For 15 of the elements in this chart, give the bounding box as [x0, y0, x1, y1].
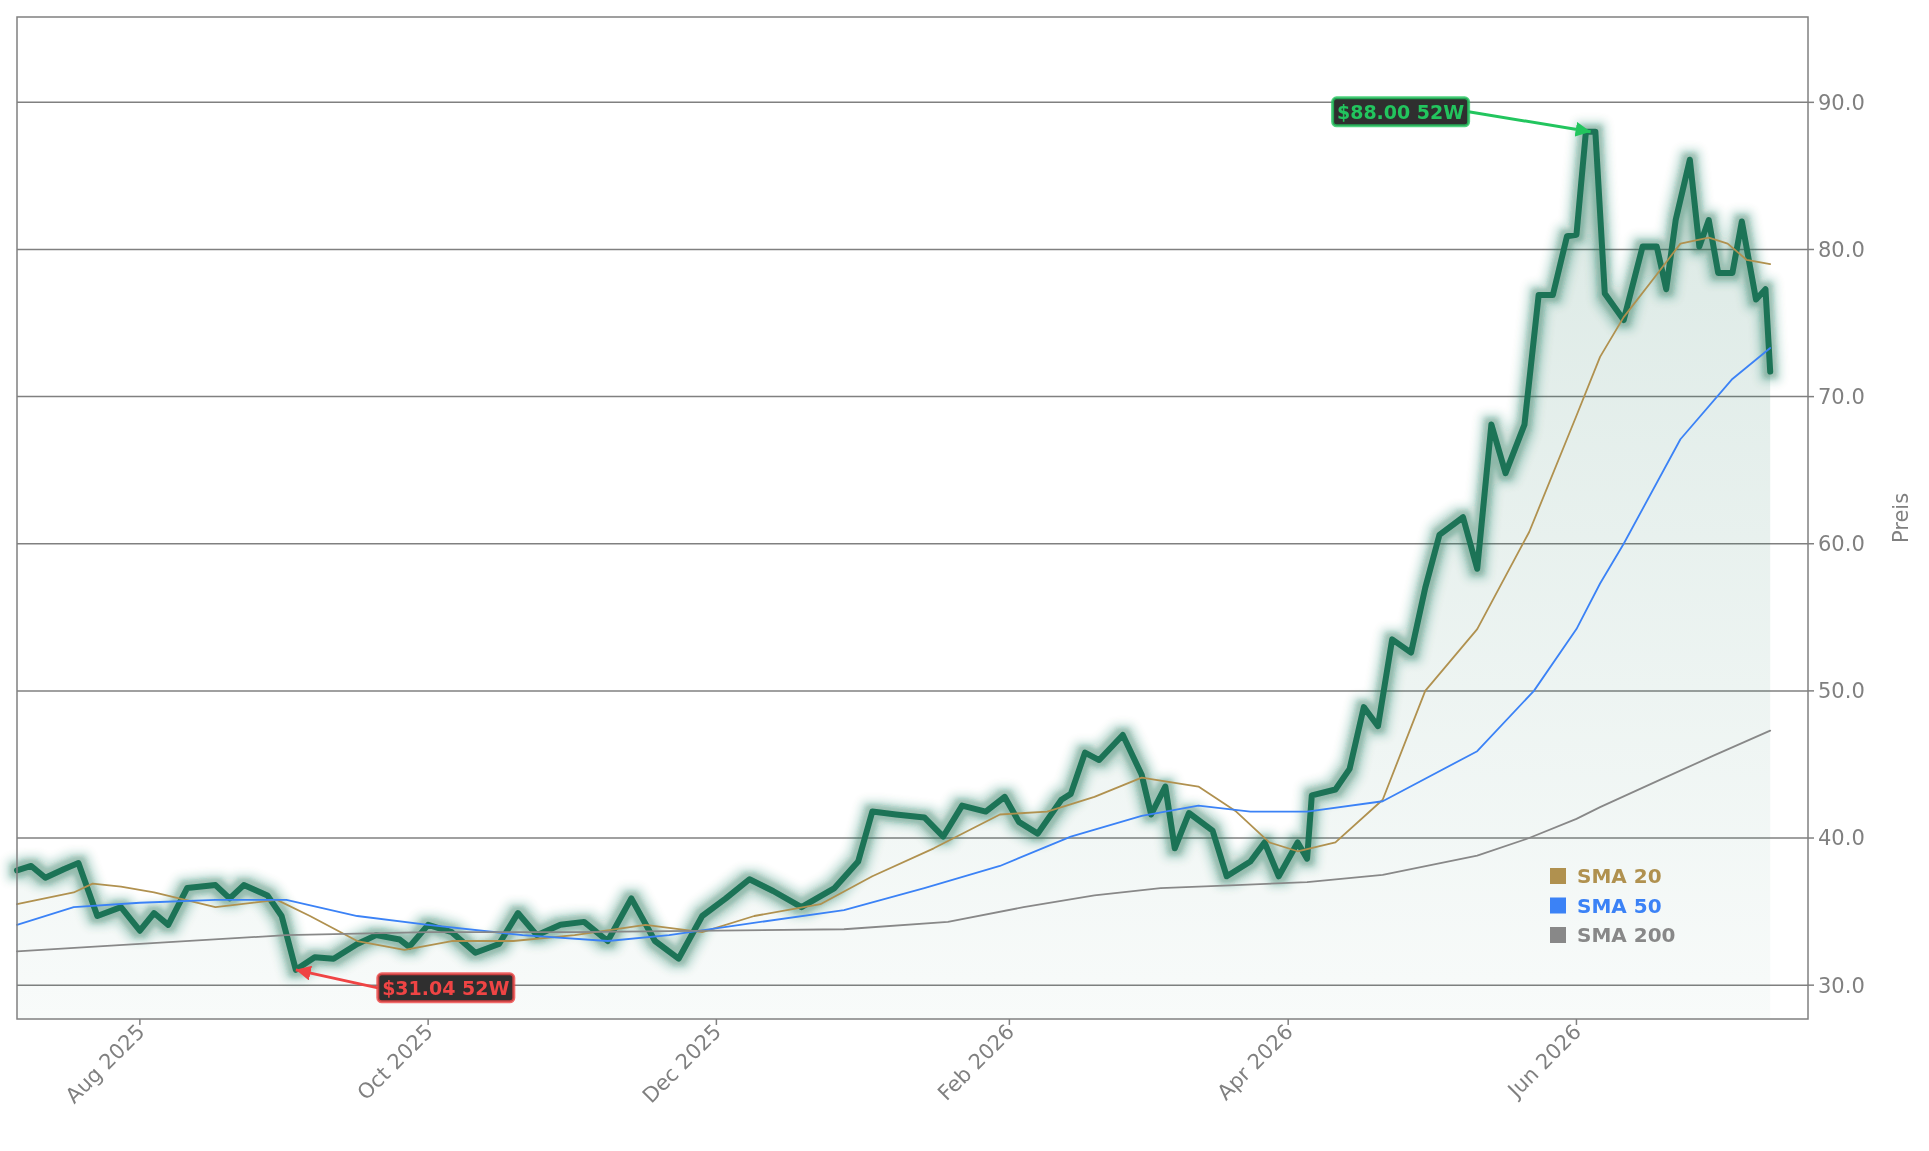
- legend-label: SMA 20: [1577, 864, 1662, 889]
- line-series: [16, 347, 1772, 942]
- line-series: [16, 236, 1772, 951]
- y-tick-label: 90.0: [1818, 90, 1865, 115]
- y-tick-label: 50.0: [1818, 679, 1865, 704]
- legend-label: SMA 200: [1577, 923, 1676, 948]
- y-axis-title: Preis: [1889, 492, 1913, 544]
- legend-label: SMA 50: [1577, 893, 1662, 918]
- y-tick-label: 60.0: [1818, 532, 1865, 557]
- annotation: $31.04 52W: [382, 976, 510, 999]
- y-tick-label: 30.0: [1818, 973, 1865, 998]
- y-tick-label: 80.0: [1818, 237, 1865, 262]
- y-tick-label: 40.0: [1818, 826, 1865, 851]
- y-tick-label: 70.0: [1818, 384, 1865, 409]
- annotation: $88.00 52W: [1336, 100, 1465, 123]
